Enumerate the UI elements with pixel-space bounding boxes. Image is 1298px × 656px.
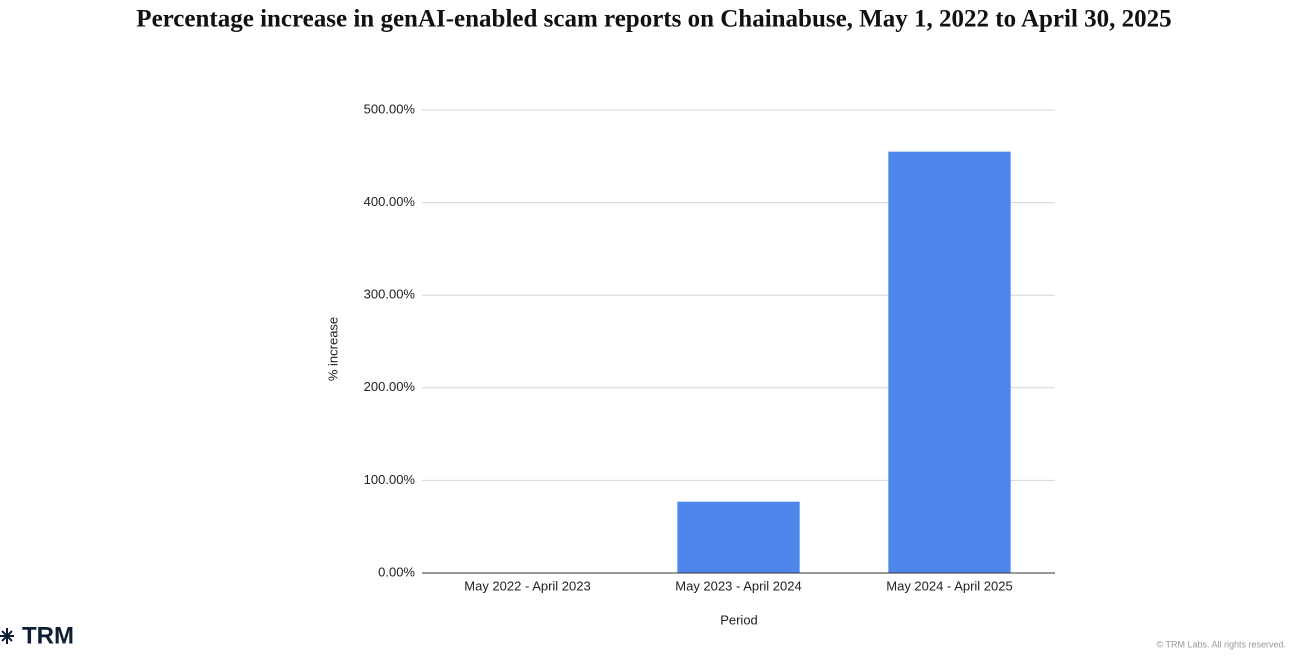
y-axis-label: % increase — [325, 317, 340, 381]
x-tick-label: May 2022 - April 2023 — [464, 578, 590, 593]
y-tick-label: 400.00% — [364, 194, 416, 209]
y-tick-label: 200.00% — [364, 379, 416, 394]
y-tick-label: 100.00% — [364, 472, 416, 487]
chart-title: Percentage increase in genAI-enabled sca… — [136, 6, 1171, 33]
bar — [677, 501, 800, 573]
x-tick-label: May 2023 - April 2024 — [675, 578, 801, 593]
brand: TRM — [22, 622, 74, 649]
copyright: © TRM Labs. All rights reserved. — [1156, 639, 1286, 649]
bar — [888, 151, 1011, 574]
logo — [0, 628, 14, 644]
y-tick-label: 300.00% — [364, 287, 416, 302]
x-axis-label: Period — [720, 612, 758, 627]
y-tick-label: 500.00% — [364, 101, 416, 116]
y-tick-label: 0.00% — [378, 564, 415, 579]
x-tick-label: May 2024 - April 2025 — [886, 578, 1012, 593]
